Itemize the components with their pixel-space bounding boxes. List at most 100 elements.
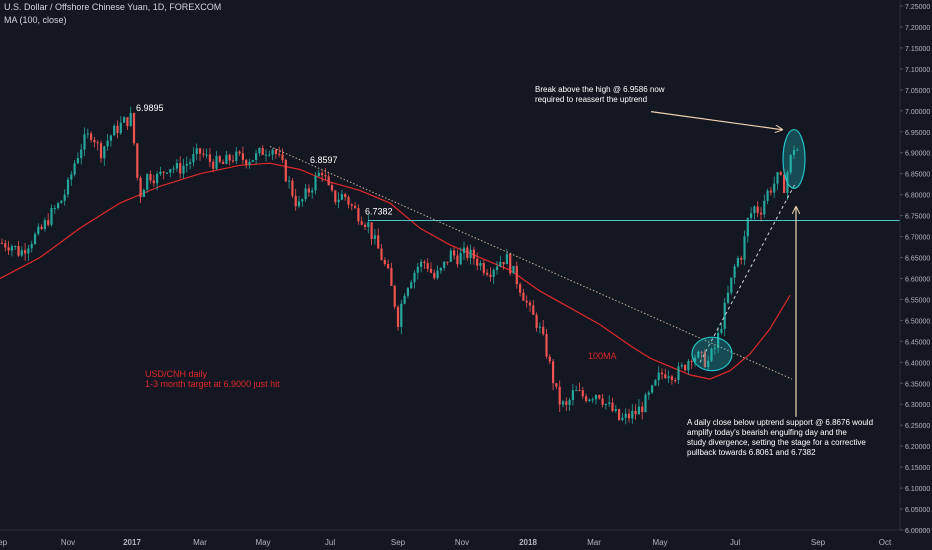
candle-body xyxy=(86,133,89,135)
candle-body xyxy=(588,399,591,402)
candle-body xyxy=(779,172,782,175)
candle-body xyxy=(354,205,357,209)
price-label: 6.9895 xyxy=(136,103,164,113)
candle-body xyxy=(126,117,129,126)
candle-body xyxy=(710,348,713,361)
annotation-pullback: A daily close below uptrend support @ 6.… xyxy=(687,418,873,427)
annotation-pullback: amplify today's bearish engulfing day an… xyxy=(687,428,847,437)
candle-body xyxy=(687,361,690,371)
y-tick-label: 6.85000 xyxy=(905,172,930,179)
breakout-highlight-ellipse xyxy=(691,336,733,372)
ma100-polyline xyxy=(0,162,791,380)
candle-body xyxy=(528,302,532,306)
candle-body xyxy=(304,188,307,200)
candle-body xyxy=(80,149,83,159)
candle-body xyxy=(717,332,720,348)
candle-body xyxy=(139,177,142,198)
candle-body xyxy=(446,261,449,263)
x-tick-label: 2017 xyxy=(123,538,141,547)
candle-body xyxy=(598,395,601,399)
candle-body xyxy=(136,143,139,178)
chart-title: U.S. Dollar / Offshore Chinese Yuan, 1D,… xyxy=(4,2,222,12)
candle-body xyxy=(113,125,116,136)
candle-body xyxy=(667,376,670,379)
candle-body xyxy=(469,249,472,258)
candle-body xyxy=(743,236,746,260)
candle-body xyxy=(70,174,73,180)
candle-body xyxy=(796,149,799,151)
candle-body xyxy=(433,272,436,279)
candle-body xyxy=(720,328,723,333)
candle-body xyxy=(258,147,261,154)
candle-body xyxy=(317,172,320,177)
candle-body xyxy=(515,265,518,285)
y-tick-label: 7.20000 xyxy=(905,25,930,32)
candle-body xyxy=(324,175,327,177)
candle-body xyxy=(548,356,551,362)
candle-body xyxy=(680,364,683,367)
candle-body xyxy=(17,245,20,256)
candle-body xyxy=(555,383,558,387)
candle-body xyxy=(387,263,390,269)
candle-body xyxy=(301,199,304,202)
candle-body xyxy=(759,212,763,215)
candle-body xyxy=(726,292,730,303)
candle-body xyxy=(24,250,27,254)
candle-body xyxy=(618,409,621,421)
candle-body xyxy=(146,173,149,190)
candle-body xyxy=(344,194,347,198)
candle-body xyxy=(291,180,294,196)
candle-body xyxy=(99,143,103,159)
y-tick-label: 7.15000 xyxy=(905,46,930,53)
candle-body xyxy=(571,390,574,400)
candle-body xyxy=(33,234,37,244)
annotations: 6.9895 6.8597 6.7382 Break above the high @… xyxy=(136,85,873,457)
candle-body xyxy=(621,417,624,421)
candle-body xyxy=(585,396,588,402)
annotation-target: USD/CNH daily xyxy=(145,369,208,379)
candle-body xyxy=(390,268,393,286)
candle-body xyxy=(703,352,706,368)
candle-body xyxy=(611,402,614,412)
candle-body xyxy=(482,263,485,273)
candle-body xyxy=(479,263,482,266)
candle-body xyxy=(403,295,406,304)
candle-body xyxy=(677,366,680,381)
candle-body xyxy=(106,140,109,147)
candle-body xyxy=(631,410,634,419)
candle-body xyxy=(519,284,522,293)
y-tick-label: 6.10000 xyxy=(905,486,930,493)
y-tick-label: 6.35000 xyxy=(905,381,930,388)
candle-body xyxy=(713,347,716,349)
x-tick-label: Sep xyxy=(811,538,826,547)
candle-body xyxy=(436,270,439,279)
candle-body xyxy=(393,285,396,307)
candle-body xyxy=(235,151,238,161)
candle-body xyxy=(360,221,363,225)
candle-body xyxy=(238,151,241,154)
candle-body xyxy=(505,253,508,265)
y-tick-label: 6.55000 xyxy=(905,297,930,304)
uptrend-support-line xyxy=(699,181,797,363)
candle-body xyxy=(730,277,733,293)
x-tick-label: Oct xyxy=(879,538,892,547)
candle-body xyxy=(657,372,660,381)
candle-body xyxy=(314,176,317,191)
candle-body xyxy=(337,199,340,203)
candle-body xyxy=(159,171,162,174)
candle-body xyxy=(750,213,753,219)
candle-body xyxy=(538,326,541,328)
candle-body xyxy=(274,149,277,154)
candle-body xyxy=(0,242,4,244)
x-tick-label: Sep xyxy=(391,538,406,547)
candle-body xyxy=(261,147,264,155)
candle-body xyxy=(594,395,598,400)
candle-body xyxy=(512,265,515,274)
candle-body xyxy=(459,253,462,265)
annotation-pullback: study divergence, setting the stage for … xyxy=(687,438,866,447)
candle-body xyxy=(294,195,297,207)
candle-body xyxy=(281,154,284,161)
y-tick-label: 6.70000 xyxy=(905,235,930,242)
candle-body xyxy=(651,385,654,393)
